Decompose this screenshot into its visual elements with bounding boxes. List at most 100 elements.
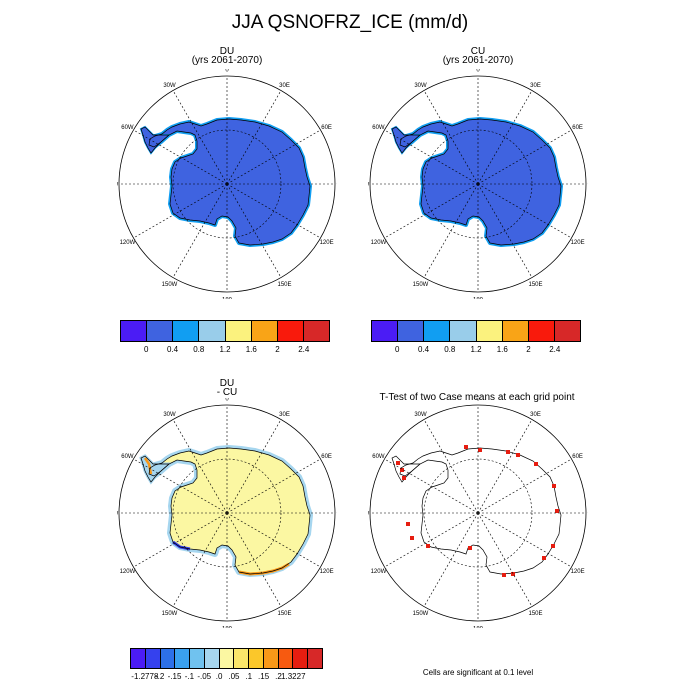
colorbar-cell bbox=[147, 321, 174, 341]
cu-lon-label: 0 bbox=[476, 69, 480, 74]
colorbar-label: 0.4 bbox=[417, 345, 430, 354]
colorbar-du-labels: 0 0.4 0.8 1.2 1.6 2 2.4 bbox=[120, 345, 330, 357]
colorbar-label: .15 bbox=[258, 672, 270, 681]
diff-lon-label: 30W bbox=[163, 412, 176, 418]
colorbar-label: .2 bbox=[275, 672, 282, 681]
colorbar-cell bbox=[308, 649, 322, 668]
colorbar-label: 0 bbox=[395, 345, 400, 354]
colorbar-cell bbox=[293, 649, 309, 668]
colorbar-cell bbox=[173, 321, 200, 341]
diff-coastline bbox=[140, 447, 311, 575]
colorbar-cell bbox=[554, 321, 580, 341]
map-ttest: 030E60E90E120E150E180150W120W90W60W30W bbox=[368, 398, 588, 628]
colorbar-cell bbox=[502, 321, 529, 341]
significant-cell bbox=[400, 468, 404, 472]
cu-lon-label: 150W bbox=[413, 282, 429, 288]
map-cu: 030E60E90E120E150E180150W120W90W60W30W bbox=[368, 69, 588, 299]
colorbar-label: 1.2 bbox=[219, 345, 231, 354]
significant-cell bbox=[542, 556, 546, 560]
cu-lon-label: 150E bbox=[528, 282, 542, 288]
ttest-lon-label: 150E bbox=[528, 611, 542, 617]
diff-lon-label: 60W bbox=[121, 454, 134, 460]
colorbar-cell bbox=[372, 321, 399, 341]
colorbar-label: 0.4 bbox=[166, 345, 179, 354]
colorbar-label: -.2 bbox=[155, 672, 165, 681]
diff-map-border bbox=[118, 404, 336, 622]
colorbar-cell bbox=[160, 649, 176, 668]
significant-cell bbox=[506, 450, 510, 454]
du-lon-label: 150E bbox=[277, 282, 291, 288]
diff-lon-label: 90W bbox=[117, 512, 119, 518]
colorbar-label: .0 bbox=[215, 672, 223, 681]
panel-cu-subtitle: (yrs 2061-2070) bbox=[442, 55, 514, 66]
significant-cell bbox=[464, 445, 468, 449]
panel-du-title: DU bbox=[219, 46, 235, 57]
colorbar-cell bbox=[278, 649, 294, 668]
significant-cell bbox=[406, 522, 410, 526]
significant-cell bbox=[502, 573, 506, 577]
significance-note: Cells are significant at 0.1 level bbox=[422, 668, 534, 677]
colorbar-label: .1 bbox=[245, 672, 253, 681]
colorbar-cell bbox=[145, 649, 161, 668]
significant-cell bbox=[555, 509, 559, 513]
colorbar-cell bbox=[219, 649, 235, 668]
ttest-lon-label: 30E bbox=[530, 412, 541, 418]
ttest-coastline bbox=[391, 447, 562, 575]
diff-lon-label: 120W bbox=[120, 569, 136, 575]
colorbar-diff-labels: -1.2778 -.2 -.15 -.1 -.05.0 .05 .1 .15 .2 1.3227 bbox=[130, 672, 323, 684]
colorbar-label: -.15 bbox=[167, 672, 182, 681]
colorbar-cell bbox=[263, 649, 279, 668]
cu-lon-label: 90W bbox=[368, 183, 370, 189]
ttest-lon-label: 120E bbox=[571, 569, 585, 575]
colorbar-diff bbox=[130, 648, 323, 669]
colorbar-label: 2 bbox=[275, 345, 280, 354]
ttest-lon-label: 180 bbox=[473, 627, 484, 629]
ttest-lon-label: 150W bbox=[413, 611, 429, 617]
colorbar-cell bbox=[424, 321, 451, 341]
ttest-lon-label: 120W bbox=[371, 569, 387, 575]
colorbar-label: 1.6 bbox=[245, 345, 257, 354]
colorbar-cu-labels: 0 0.4 0.8 1.2 1.6 2 2.4 bbox=[371, 345, 581, 357]
diff-lon-label: 120E bbox=[320, 569, 334, 575]
colorbar-cell bbox=[204, 649, 220, 668]
ttest-lon-label: 30W bbox=[414, 412, 427, 418]
du-map-border bbox=[118, 75, 336, 293]
du-lon-label: 30W bbox=[163, 83, 176, 89]
significant-cell bbox=[410, 536, 414, 540]
cu-lon-label: 180 bbox=[473, 298, 484, 300]
diff-lon-label: 180 bbox=[222, 627, 233, 629]
colorbar-label: 1.2 bbox=[470, 345, 482, 354]
du-lon-label: 0 bbox=[225, 69, 229, 74]
colorbar-label: 2.4 bbox=[298, 345, 310, 354]
cu-lon-label: 30W bbox=[414, 83, 427, 89]
colorbar-label: 0 bbox=[144, 345, 149, 354]
map-diff: 030E60E90E120E150E180150W120W90W60W30W bbox=[117, 398, 337, 628]
du-field bbox=[139, 117, 312, 247]
colorbar-cell bbox=[476, 321, 503, 341]
colorbar-cell bbox=[175, 649, 191, 668]
colorbar-label: -.05 bbox=[197, 672, 212, 681]
colorbar-cell bbox=[450, 321, 477, 341]
colorbar-label: 1.6 bbox=[496, 345, 508, 354]
colorbar-cell bbox=[398, 321, 425, 341]
ttest-lon-label: 90W bbox=[368, 512, 370, 518]
panel-diff-subtitle: - CU bbox=[216, 387, 238, 398]
du-lon-label: 30E bbox=[279, 83, 290, 89]
significant-cell bbox=[478, 448, 482, 452]
cu-field bbox=[390, 117, 563, 247]
ttest-lon-label: 60E bbox=[572, 454, 583, 460]
colorbar-cell bbox=[225, 321, 252, 341]
du-lon-label: 120W bbox=[120, 240, 136, 246]
cu-coastline bbox=[391, 118, 562, 246]
diff-lon-label: 0 bbox=[225, 398, 229, 403]
cu-lon-label: 120W bbox=[371, 240, 387, 246]
colorbar-cu bbox=[371, 320, 581, 342]
main-title: JJA QSNOFRZ_ICE (mm/d) bbox=[231, 12, 469, 33]
colorbar-cell bbox=[131, 649, 146, 668]
colorbar-cell bbox=[190, 649, 205, 668]
diff-lon-label: 150E bbox=[277, 611, 291, 617]
significant-cell bbox=[511, 572, 515, 576]
significant-cell bbox=[551, 544, 555, 548]
ttest-graticule bbox=[370, 405, 586, 621]
colorbar-cell bbox=[303, 321, 329, 341]
